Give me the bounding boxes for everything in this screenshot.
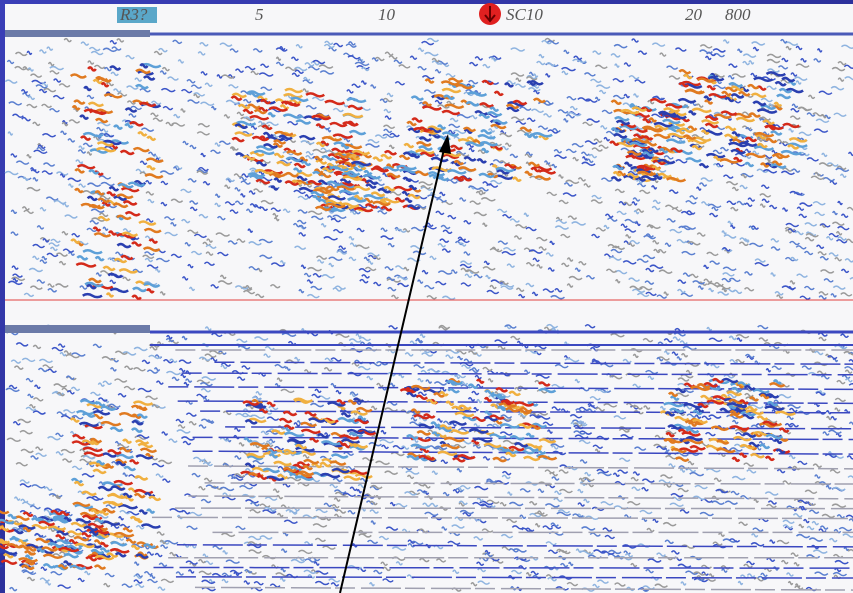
mark-label: 20 [685, 5, 703, 24]
surface-band [5, 30, 150, 37]
mark-label: 10 [378, 5, 396, 24]
mark-label: SC10 [506, 5, 543, 24]
layer-line [175, 508, 853, 509]
mark-label: 5 [255, 5, 264, 24]
page: {"header": {"marks": ["R3?", "5", "10", … [0, 0, 853, 593]
radargram-scan: R3? 5 10 SC10 20 800 [0, 0, 853, 593]
surface-band [5, 325, 150, 333]
mark-label: 800 [725, 5, 751, 24]
mark-label: R3? [119, 5, 148, 24]
